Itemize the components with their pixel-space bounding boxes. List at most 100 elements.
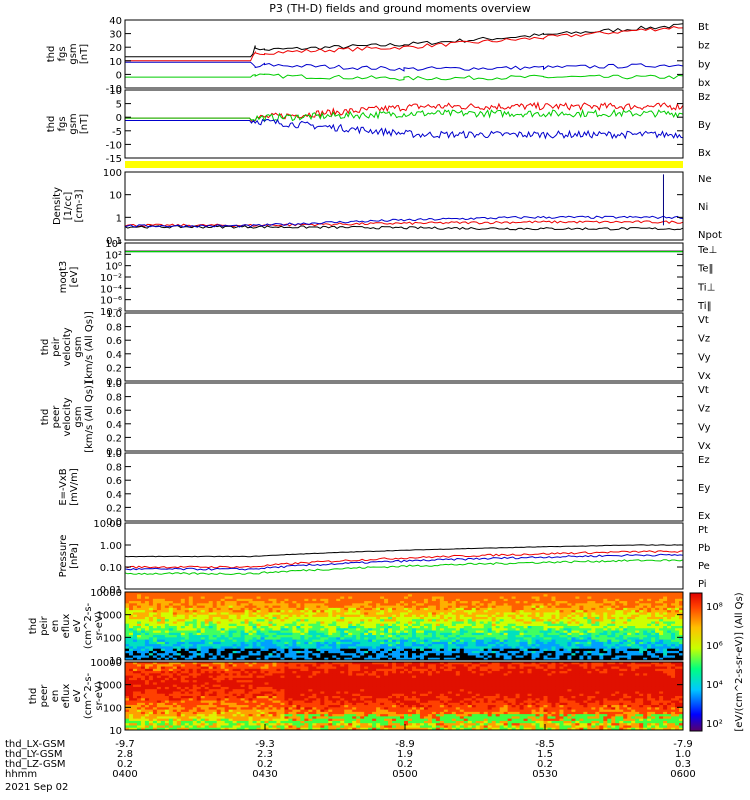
y-axis-label: moqt3[eV] bbox=[58, 261, 80, 294]
y-axis-label: Pressure[nPa] bbox=[58, 535, 80, 578]
x-axis-value: 2.3 bbox=[257, 749, 273, 760]
panel-frame bbox=[124, 171, 684, 241]
density-line-Ni bbox=[124, 225, 684, 231]
y-tick-label: 0.2 bbox=[106, 503, 122, 514]
x-axis-value: 0.3 bbox=[675, 759, 691, 770]
x-axis-row-label: hhmm bbox=[5, 769, 37, 780]
legend-label-Vy: Vy bbox=[698, 352, 711, 363]
y-axis-label: thdfgsgsm[nT] bbox=[46, 113, 90, 134]
legend-label-By: By bbox=[698, 120, 711, 131]
y-tick-label: 100 bbox=[103, 633, 122, 644]
legend-label-Te⊥: Te⊥ bbox=[697, 245, 717, 256]
y-tick-label: 10 bbox=[109, 726, 122, 737]
colorbar-tick-label: 10⁸ bbox=[706, 602, 723, 613]
colorbar-tick-label: 10⁴ bbox=[706, 680, 723, 691]
y-tick-label: 1 bbox=[116, 213, 122, 224]
x-axis-value: -8.5 bbox=[535, 739, 555, 750]
x-axis-value: -9.7 bbox=[115, 739, 135, 750]
quality-flag-bar bbox=[125, 161, 683, 168]
y-tick-label: 0 bbox=[116, 113, 122, 124]
series-line-bx bbox=[125, 61, 684, 72]
x-axis-value: -9.3 bbox=[255, 739, 275, 750]
legend-label-Ex: Ex bbox=[698, 511, 710, 522]
x-axis-row-label: thd_LY-GSM bbox=[5, 749, 62, 760]
y-tick-label: 10 bbox=[109, 86, 122, 97]
x-axis-value: 0.2 bbox=[117, 759, 133, 770]
y-tick-label: 1.0 bbox=[106, 449, 122, 460]
y-tick-label: 1000 bbox=[97, 611, 122, 622]
panel-frame bbox=[124, 452, 684, 522]
y-tick-label: 0.8 bbox=[106, 393, 122, 404]
y-tick-label: 0.6 bbox=[106, 476, 122, 487]
legend-label-Te‖: Te‖ bbox=[697, 264, 714, 275]
density-line-Ne bbox=[124, 220, 684, 228]
y-axis-label: thdpeervelocitygsm[km/s (All Qs)] bbox=[40, 381, 95, 453]
panel-frame bbox=[124, 312, 684, 382]
legend-label-Vy: Vy bbox=[698, 422, 711, 433]
legend-label-Vx: Vx bbox=[698, 371, 711, 382]
spectrogram-peir_spec bbox=[125, 592, 684, 661]
x-axis-row-label: thd_LX-GSM bbox=[5, 739, 65, 750]
panel-frame bbox=[124, 661, 684, 731]
series-line-Bt bbox=[125, 23, 684, 58]
y-axis-label: thdpeerenefluxeV(cm^2-s-sr-eV) bbox=[28, 672, 105, 719]
y-tick-label: 10⁻⁶ bbox=[100, 296, 122, 307]
legend-label-Ti⊥: Ti⊥ bbox=[697, 282, 715, 293]
y-tick-label: 20 bbox=[109, 43, 122, 54]
y-tick-label: 0.10 bbox=[100, 563, 122, 574]
panel-peer_spec: 10000 1000 100 10 thdpeerenefluxeV(cm^2-s-sr… bbox=[28, 658, 684, 737]
pressure-line-Pe bbox=[124, 559, 684, 576]
series-line-by bbox=[125, 73, 684, 81]
y-axis-label: Density[1/cc][cm-3] bbox=[52, 187, 85, 225]
y-tick-label: -15 bbox=[106, 154, 122, 165]
legend-label-Pe: Pe bbox=[698, 561, 710, 572]
legend-label-Vx: Vx bbox=[698, 441, 711, 452]
legend-label-Vt: Vt bbox=[698, 315, 709, 326]
y-tick-label: 10⁻⁴ bbox=[100, 284, 122, 295]
panel-frame bbox=[124, 242, 684, 312]
x-axis-value: 0530 bbox=[532, 769, 557, 780]
date-label: 2021 Sep 02 bbox=[5, 782, 68, 793]
x-axis-row-label: thd_LZ-GSM bbox=[5, 759, 66, 770]
energy-flux-colorbar: 10⁸ 10⁶ 10⁴ 10² [eV/(cm^2-s-sr-eV)] (All Qs) bbox=[689, 592, 745, 732]
x-axis-value: 0400 bbox=[112, 769, 137, 780]
panel-frame bbox=[124, 89, 684, 159]
legend-label-Pi: Pi bbox=[698, 579, 707, 590]
y-tick-label: 10000 bbox=[90, 658, 122, 669]
y-axis-label: thdpeirvelocitygsm[km/s (All Qs)] bbox=[40, 311, 95, 383]
legend-label-Npot: Npot bbox=[698, 230, 722, 241]
y-tick-label: 1000 bbox=[97, 681, 122, 692]
x-axis-value: 1.5 bbox=[537, 749, 553, 760]
component-line-By bbox=[125, 108, 684, 123]
time-axis: thd_LX-GSM -9.7 -9.3 -8.9 -8.5 -7.9 thd_LY-GSM… bbox=[5, 724, 696, 793]
legend-label-Ne: Ne bbox=[698, 174, 712, 185]
legend-label-Pt: Pt bbox=[698, 525, 708, 536]
spectrogram-peer_spec bbox=[125, 662, 684, 731]
panel-efield: 1.0 0.8 0.6 0.4 0.2 0.0 E=-VxB[mV/m] Ez Ey Ex bbox=[58, 449, 710, 528]
y-tick-label: -10 bbox=[106, 140, 122, 151]
panel-fgs_gsm_mag: 40 30 20 10 0 -10 thdfgsgsm[nT] Bt bz by bx bbox=[46, 16, 710, 95]
y-tick-label: 10 bbox=[109, 57, 122, 68]
y-tick-label: 0.4 bbox=[106, 490, 122, 501]
y-tick-label: 10² bbox=[105, 250, 122, 261]
y-tick-label: 40 bbox=[109, 16, 122, 27]
x-axis-value: 0430 bbox=[252, 769, 277, 780]
colorbar-tick-label: 10⁶ bbox=[706, 641, 723, 652]
pressure-line-Pt bbox=[124, 544, 684, 558]
y-tick-label: 100 bbox=[103, 703, 122, 714]
component-line-Bx bbox=[125, 118, 684, 140]
y-tick-label: 0.2 bbox=[106, 363, 122, 374]
y-tick-label: 1.0 bbox=[106, 309, 122, 320]
pressure-line-Pi bbox=[124, 553, 684, 571]
y-tick-label: 0.1 bbox=[106, 236, 122, 247]
panel-ion_velocity: 1.0 0.8 0.6 0.4 0.2 0.0 thdpeirvelocitygsm[km/… bbox=[40, 309, 711, 388]
x-axis-value: 0.2 bbox=[537, 759, 553, 770]
colorbar-label: [eV/(cm^2-s-sr-eV)] (All Qs) bbox=[734, 592, 745, 731]
y-tick-label: 0.2 bbox=[106, 433, 122, 444]
legend-label-bz: bz bbox=[698, 41, 710, 52]
y-tick-label: 10000 bbox=[90, 588, 122, 599]
panel-frame bbox=[124, 591, 684, 661]
legend-label-Ti‖: Ti‖ bbox=[697, 301, 712, 312]
legend-label-by: by bbox=[698, 59, 710, 70]
